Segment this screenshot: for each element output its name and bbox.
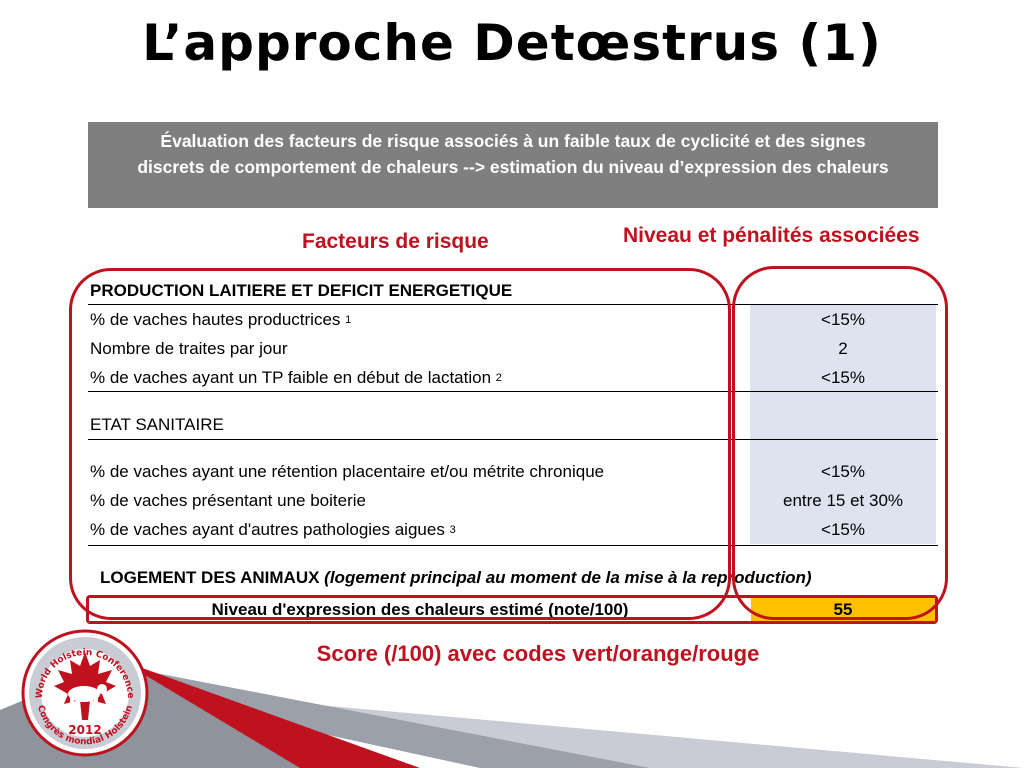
table-row: Nombre de traites par jour 2	[88, 334, 938, 363]
column-title-background	[610, 218, 988, 256]
row-value: 2	[750, 334, 936, 363]
row-value: entre 15 et 30%	[750, 486, 936, 515]
table-row: % de vaches ayant une rétention placenta…	[88, 457, 938, 486]
table-row: % de vaches ayant d'autres pathologies a…	[88, 515, 938, 544]
table-rule	[88, 439, 938, 440]
row-label: % de vaches ayant une rétention placenta…	[90, 462, 605, 481]
levels-highlight	[732, 266, 948, 620]
row-value: <15%	[750, 363, 936, 392]
table-header: Évaluation des facteurs de risque associ…	[88, 122, 938, 208]
slide-title: L’approche Detœstrus (1)	[142, 14, 882, 72]
table-rule	[88, 545, 938, 546]
section-title: ETAT SANITAIRE	[90, 415, 224, 434]
table-row: % de vaches hautes productrices 1 <15%	[88, 305, 938, 334]
header-line-2: discrets de comportement de chaleurs -->…	[137, 157, 889, 177]
table-rule	[88, 391, 938, 392]
row-label: % de vaches ayant un TP faible en début …	[90, 368, 502, 387]
row-label: % de vaches présentant une boiterie	[90, 491, 366, 510]
score-value: 55	[751, 598, 935, 621]
section-heading-sanitaire: ETAT SANITAIRE	[88, 410, 938, 439]
row-label: % de vaches ayant d'autres pathologies a…	[90, 520, 456, 539]
column-title-risk-factors: Facteurs de risque	[302, 230, 489, 253]
row-value: <15%	[750, 515, 936, 544]
section-heading-production: PRODUCTION LAITIERE ET DEFICIT ENERGETIQ…	[88, 276, 938, 305]
section-title: PRODUCTION LAITIERE ET DEFICIT ENERGETIQ…	[90, 281, 513, 300]
score-caption: Score (/100) avec codes vert/orange/roug…	[316, 641, 760, 666]
row-label: Nombre de traites par jour	[90, 339, 288, 358]
conference-logo: World Holstein Conference Congrès mondia…	[21, 629, 149, 757]
table-row: % de vaches présentant une boiterie entr…	[88, 486, 938, 515]
table-rule	[88, 304, 938, 305]
row-value: <15%	[750, 457, 936, 486]
risk-table: PRODUCTION LAITIERE ET DEFICIT ENERGETIQ…	[88, 276, 938, 544]
score-label: Niveau d'expression des chaleurs estimé …	[211, 600, 629, 619]
column-title-levels: Niveau et pénalités associées	[623, 224, 920, 247]
row-label: % de vaches hautes productrices 1	[90, 310, 352, 329]
risk-factors-highlight	[69, 268, 731, 620]
table-row: % de vaches ayant un TP faible en début …	[88, 363, 938, 392]
header-line-1: Évaluation des facteurs de risque associ…	[160, 131, 866, 151]
row-value: <15%	[750, 305, 936, 334]
logo-year: 2012	[68, 723, 101, 737]
score-row: Niveau d'expression des chaleurs estimé …	[86, 595, 938, 624]
spacer-row	[88, 392, 938, 410]
spacer-row	[88, 439, 938, 457]
caption-background	[258, 636, 822, 676]
